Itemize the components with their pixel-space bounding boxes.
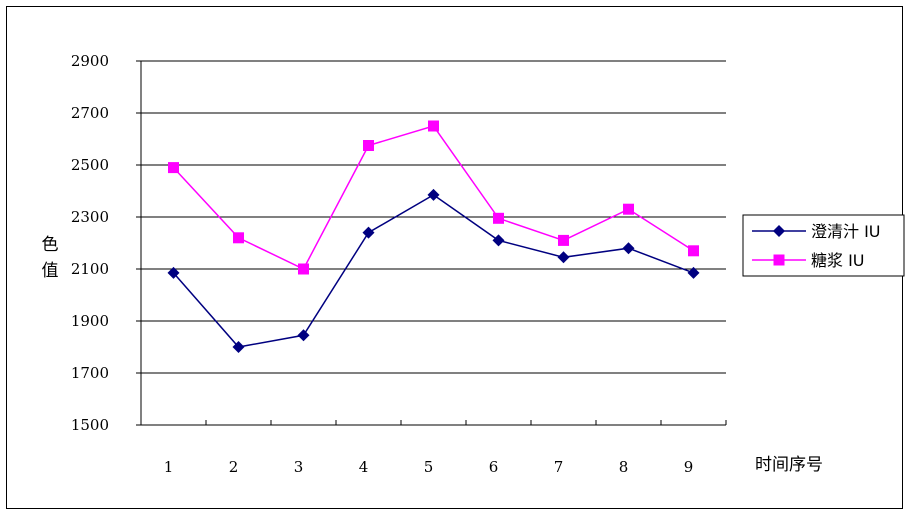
- y-tick-label: 2100: [71, 260, 109, 278]
- data-point: [167, 266, 180, 279]
- data-point: [427, 188, 440, 201]
- y-tick-label: 1700: [71, 364, 109, 382]
- legend-label: 澄清汁 IU: [811, 222, 881, 241]
- data-point: [297, 329, 310, 342]
- data-point: [168, 162, 179, 174]
- data-point: [298, 263, 309, 275]
- x-tick-label: 4: [359, 458, 369, 476]
- series-line: [172, 194, 694, 348]
- x-tick-labels: 1 2 3 4 5 6 7 8 9: [164, 458, 694, 476]
- x-tick-label: 9: [684, 458, 694, 476]
- y-tick-label: 1500: [71, 416, 109, 434]
- series: [167, 120, 700, 353]
- data-point: [428, 120, 439, 132]
- legend: 澄清汁 IU 糖浆 IU: [742, 214, 905, 277]
- y-tick-labels: 1500 1700 1900 2100 2300 2500 2700 2900: [71, 52, 109, 434]
- data-point: [557, 251, 570, 264]
- x-tick-label: 3: [294, 458, 304, 476]
- legend-label: 糖浆 IU: [811, 251, 865, 270]
- gridlines: [141, 60, 726, 374]
- y-tick-label: 2700: [71, 104, 109, 122]
- data-point: [688, 245, 699, 257]
- y-axis-label-char-1: 色: [42, 235, 59, 255]
- y-axis-label-char-2: 值: [42, 261, 59, 281]
- axes: [136, 60, 727, 426]
- data-point: [687, 266, 700, 279]
- x-tick-label: 2: [229, 458, 239, 476]
- legend-swatch-marker: [773, 225, 785, 237]
- x-tick-label: 5: [424, 458, 434, 476]
- series-1: [167, 188, 700, 353]
- y-tick-label: 2300: [71, 208, 109, 226]
- data-point: [233, 232, 244, 244]
- data-point: [362, 226, 375, 239]
- x-tick-label: 7: [554, 458, 564, 476]
- y-tick-label: 2500: [71, 156, 109, 174]
- data-point: [492, 234, 505, 247]
- data-point: [493, 212, 504, 224]
- series-2: [168, 120, 699, 275]
- data-point: [558, 234, 569, 246]
- x-axis-label: 时间序号: [755, 455, 823, 475]
- x-tick-label: 8: [619, 458, 629, 476]
- data-point: [623, 203, 634, 215]
- legend-swatch-marker: [773, 254, 785, 266]
- x-tick-label: 6: [489, 458, 499, 476]
- data-point: [622, 242, 635, 255]
- legend-item: 糖浆 IU: [752, 251, 865, 270]
- legend-box: [742, 214, 905, 277]
- data-point: [232, 341, 245, 353]
- x-tick-label: 1: [164, 458, 174, 476]
- y-tick-label: 1900: [71, 312, 109, 330]
- data-point: [363, 140, 374, 151]
- y-tick-label: 2900: [71, 52, 109, 70]
- legend-item: 澄清汁 IU: [752, 222, 881, 241]
